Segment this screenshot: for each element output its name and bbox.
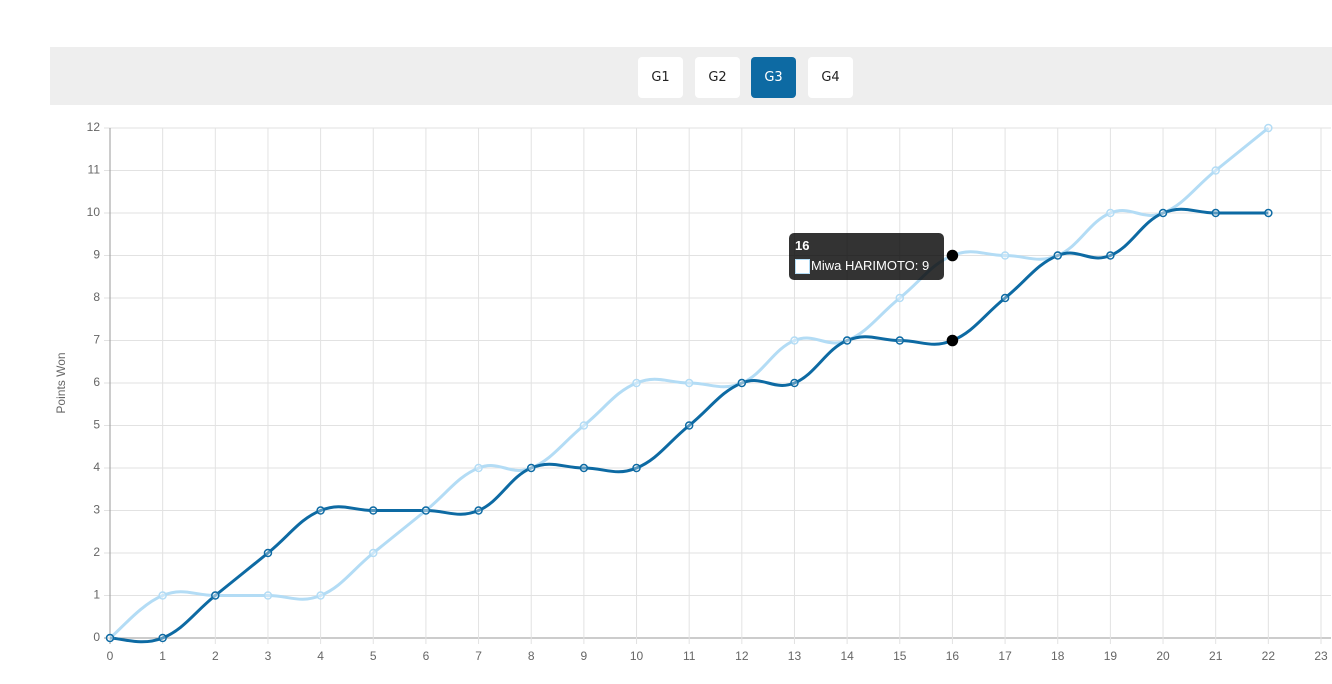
x-tick-label: 13: [788, 649, 802, 663]
x-tick-label: 0: [107, 649, 114, 663]
y-tick-label: 4: [93, 460, 100, 474]
x-tick-label: 3: [265, 649, 272, 663]
data-point: [684, 378, 694, 388]
x-tick-label: 18: [1051, 649, 1065, 663]
x-tick-label: 9: [581, 649, 588, 663]
data-point: [842, 336, 852, 345]
tab[interactable]: G1: [638, 57, 683, 98]
data-point: [263, 548, 273, 558]
y-tick-label: 0: [93, 630, 100, 644]
data-point: [105, 633, 115, 643]
y-tick-label: 5: [93, 418, 100, 432]
x-tick-label: 19: [1104, 649, 1118, 663]
y-tick-label: 12: [87, 120, 101, 134]
y-tick-label: 10: [87, 205, 101, 219]
y-tick-label: 11: [88, 163, 101, 177]
data-point: [1000, 293, 1010, 303]
data-point: [211, 591, 220, 600]
data-point: [790, 336, 799, 345]
data-point: [1211, 166, 1220, 175]
y-tick-label: 6: [93, 375, 100, 389]
data-point: [1000, 251, 1010, 260]
x-tick-label: 16: [946, 649, 960, 663]
data-point: [895, 336, 905, 345]
x-tick-label: 4: [317, 649, 324, 663]
data-point: [421, 506, 431, 515]
y-tick-label: 3: [93, 503, 100, 517]
tooltip-label: Miwa HARIMOTO: 9: [811, 258, 930, 273]
data-point: [158, 633, 167, 643]
data-point: [474, 463, 483, 473]
tab[interactable]: G4: [808, 57, 853, 98]
y-tick-label: 8: [93, 290, 100, 304]
x-tick-label: 17: [998, 649, 1012, 663]
data-point: [158, 591, 167, 600]
data-point: [737, 378, 747, 388]
data-point: [369, 506, 378, 515]
x-tick-label: 7: [475, 649, 482, 663]
data-point: [316, 506, 325, 515]
series-line: [109, 126, 1270, 640]
data-point: [1158, 208, 1168, 218]
x-tick-label: 11: [683, 649, 696, 663]
data-point: [474, 506, 483, 515]
tab[interactable]: G3: [751, 57, 796, 98]
data-point: [946, 334, 959, 347]
series-line: [109, 207, 1269, 644]
data-point: [946, 249, 959, 262]
data-point: [1053, 251, 1062, 260]
data-point: [316, 591, 325, 600]
data-point: [1106, 208, 1115, 218]
data-point: [369, 548, 378, 558]
data-point: [632, 463, 641, 473]
game-tabs: G1 G2 G3 G4: [50, 47, 1332, 105]
x-tick-label: 20: [1156, 649, 1170, 663]
x-tick-label: 1: [159, 649, 166, 663]
x-tick-label: 10: [630, 649, 644, 663]
data-point: [632, 378, 641, 388]
data-point: [1264, 123, 1273, 133]
x-tick-label: 2: [212, 649, 219, 663]
data-point: [1106, 251, 1115, 260]
tooltip-title: 16: [795, 238, 810, 253]
data-point: [526, 463, 536, 473]
x-tick-label: 6: [423, 649, 430, 663]
data-point: [684, 421, 694, 430]
tooltip: 16 Miwa HARIMOTO: 9: [789, 233, 944, 280]
y-tick-label: 7: [93, 333, 100, 347]
x-tick-label: 8: [528, 649, 535, 663]
data-point: [1211, 208, 1220, 218]
y-tick-label: 9: [93, 248, 100, 262]
x-tick-label: 22: [1262, 649, 1276, 663]
data-point: [579, 463, 589, 473]
x-tick-label: 5: [370, 649, 377, 663]
x-tick-label: 15: [893, 649, 907, 663]
data-point: [790, 378, 799, 388]
data-point: [263, 591, 273, 600]
x-tick-label: 21: [1209, 649, 1223, 663]
y-axis-label: Points Won: [54, 352, 68, 413]
x-tick-label: 14: [840, 649, 854, 663]
data-point: [895, 293, 905, 303]
data-point: [1264, 208, 1273, 218]
tab[interactable]: G2: [695, 57, 740, 98]
x-tick-label: 23: [1314, 649, 1328, 663]
y-tick-label: 2: [93, 545, 100, 559]
x-tick-label: 12: [735, 649, 749, 663]
tooltip-swatch: [795, 259, 810, 274]
y-tick-label: 1: [93, 588, 100, 602]
data-point: [579, 421, 589, 430]
